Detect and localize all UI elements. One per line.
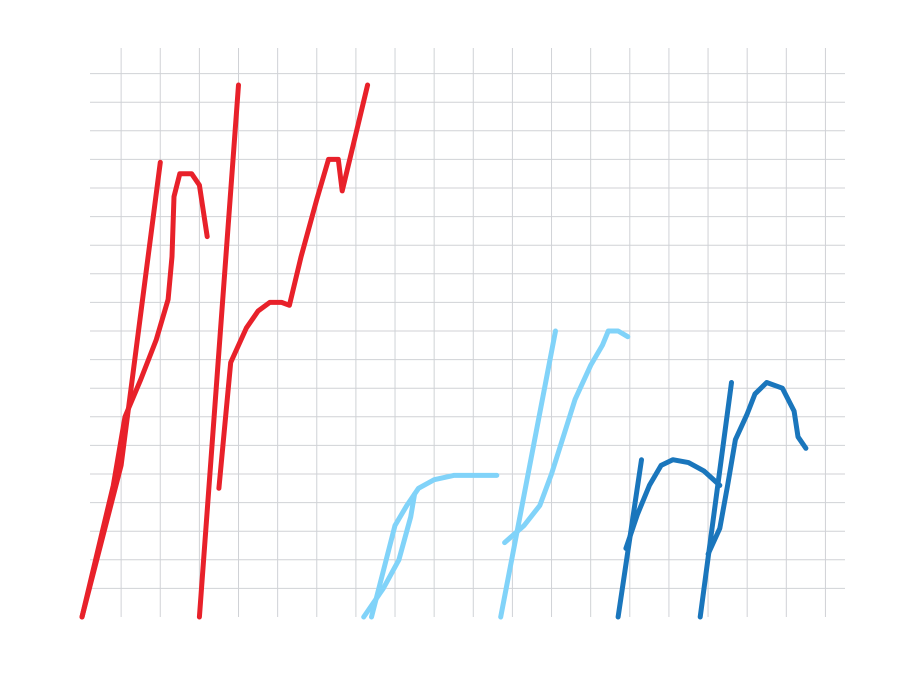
series-line-11: [697, 380, 734, 620]
series-line-12: [705, 380, 809, 557]
series-line-2: [79, 171, 210, 620]
series-line-7: [498, 328, 558, 620]
series-lines: [79, 82, 809, 620]
series-line-8: [502, 328, 631, 546]
series-line-6: [369, 472, 500, 620]
series-line-10: [623, 457, 723, 551]
series-line-4: [216, 82, 371, 491]
series-line-3: [196, 82, 241, 620]
